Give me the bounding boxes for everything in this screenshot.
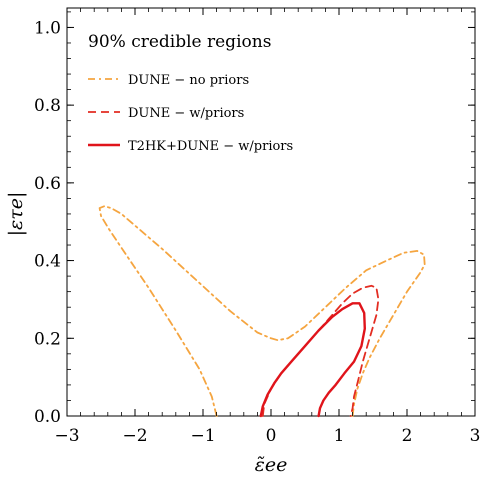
y-axis-title: |ετe| <box>5 192 27 237</box>
ticks-layer: −3 −2 −1 0 1 2 3 0.0 0.2 0.4 0.6 0.8 1.0 <box>34 8 480 446</box>
y-tick-label: 0.8 <box>34 96 61 116</box>
legend: DUNE − no priors DUNE − w/priors T2HK+DUNE… <box>88 73 293 154</box>
y-tick-label: 0.2 <box>34 329 61 349</box>
y-tick-label: 0.0 <box>34 407 61 427</box>
x-tick-label: −3 <box>54 426 79 446</box>
legend-label-1: DUNE − no priors <box>128 73 249 88</box>
x-tick-label: −2 <box>122 426 147 446</box>
y-tick-label: 1.0 <box>34 18 61 38</box>
x-axis-title: ε̃ee <box>255 454 288 476</box>
chart-title: 90% credible regions <box>88 32 271 52</box>
series-layer <box>98 205 426 418</box>
series-line-3 <box>259 302 366 418</box>
series-line-1 <box>98 205 426 417</box>
x-tick-label: 3 <box>470 426 481 446</box>
x-tick-label: 1 <box>334 426 345 446</box>
x-tick-label: −1 <box>190 426 215 446</box>
x-tick-label: 2 <box>402 426 413 446</box>
legend-label-2: DUNE − w/priors <box>128 106 244 121</box>
y-tick-label: 0.4 <box>34 252 61 272</box>
legend-label-3: T2HK+DUNE − w/priors <box>128 139 293 154</box>
y-tick-label: 0.6 <box>34 174 61 194</box>
plot-frame <box>66 7 476 417</box>
series-line-2 <box>261 284 380 417</box>
x-tick-label: 0 <box>266 426 277 446</box>
